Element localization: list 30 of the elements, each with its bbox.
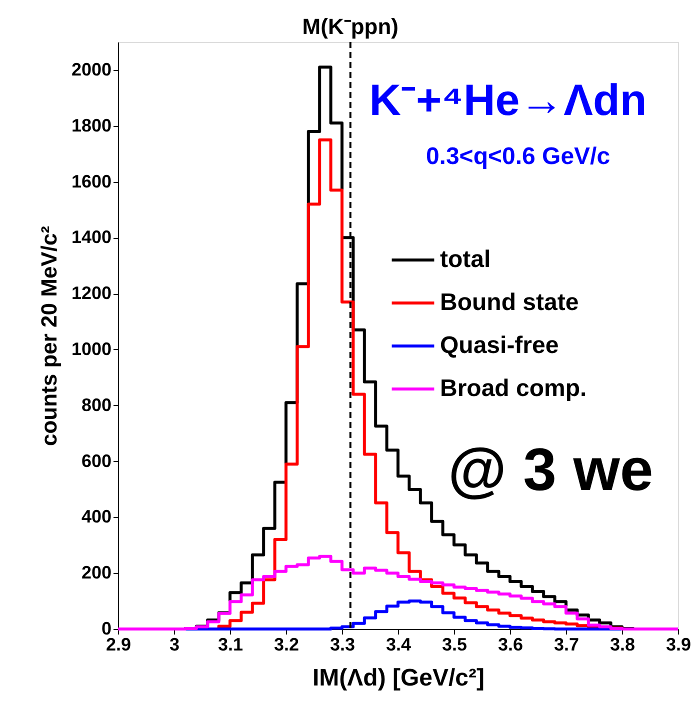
x-tick-label: 3.9	[666, 634, 692, 654]
x-tick-label: 3.2	[274, 634, 300, 654]
legend-label: total	[440, 246, 491, 273]
x-tick-label: 3	[169, 634, 180, 654]
x-tick-label: 3.6	[498, 634, 524, 654]
y-tick-label: 200	[81, 562, 112, 583]
y-tick-label: 800	[81, 394, 112, 415]
annotation: @ 3 we	[448, 436, 654, 503]
legend-label: Quasi-free	[440, 332, 559, 359]
y-tick-label: 1600	[71, 171, 112, 192]
y-tick-label: 600	[81, 450, 112, 471]
x-tick-label: 3.3	[330, 634, 356, 654]
x-axis-title: IM(Λd) [GeV/c²]	[312, 664, 484, 692]
y-tick-label: 1200	[71, 283, 112, 304]
x-tick-label: 3.1	[218, 634, 244, 654]
x-tick-label: 3.8	[610, 634, 636, 654]
annotation: K⁻+⁴He→Λdn	[369, 76, 647, 125]
ref-line-label: M(K⁻ppn)	[302, 14, 398, 39]
x-tick-label: 3.7	[554, 634, 580, 654]
y-tick-label: 2000	[71, 59, 112, 80]
x-tick-label: 3.5	[442, 634, 468, 654]
y-axis-title: counts per 20 MeV/c²	[36, 226, 62, 446]
y-tick-label: 400	[81, 506, 112, 527]
y-tick-label: 1800	[71, 115, 112, 136]
annotation: 0.3<q<0.6 GeV/c	[426, 143, 610, 170]
y-tick-label: 1400	[71, 227, 112, 248]
y-tick-label: 1000	[71, 338, 112, 359]
legend-label: Broad comp.	[440, 375, 587, 402]
x-tick-label: 3.4	[386, 634, 412, 654]
legend-label: Bound state	[440, 289, 579, 316]
